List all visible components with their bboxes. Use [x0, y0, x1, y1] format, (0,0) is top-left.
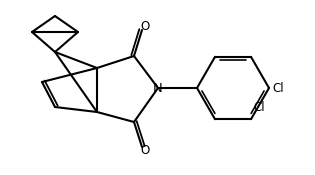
Text: N: N [153, 82, 163, 95]
Text: Cl: Cl [253, 101, 265, 114]
Text: O: O [140, 20, 150, 33]
Text: Cl: Cl [272, 82, 284, 95]
Text: O: O [140, 144, 150, 156]
